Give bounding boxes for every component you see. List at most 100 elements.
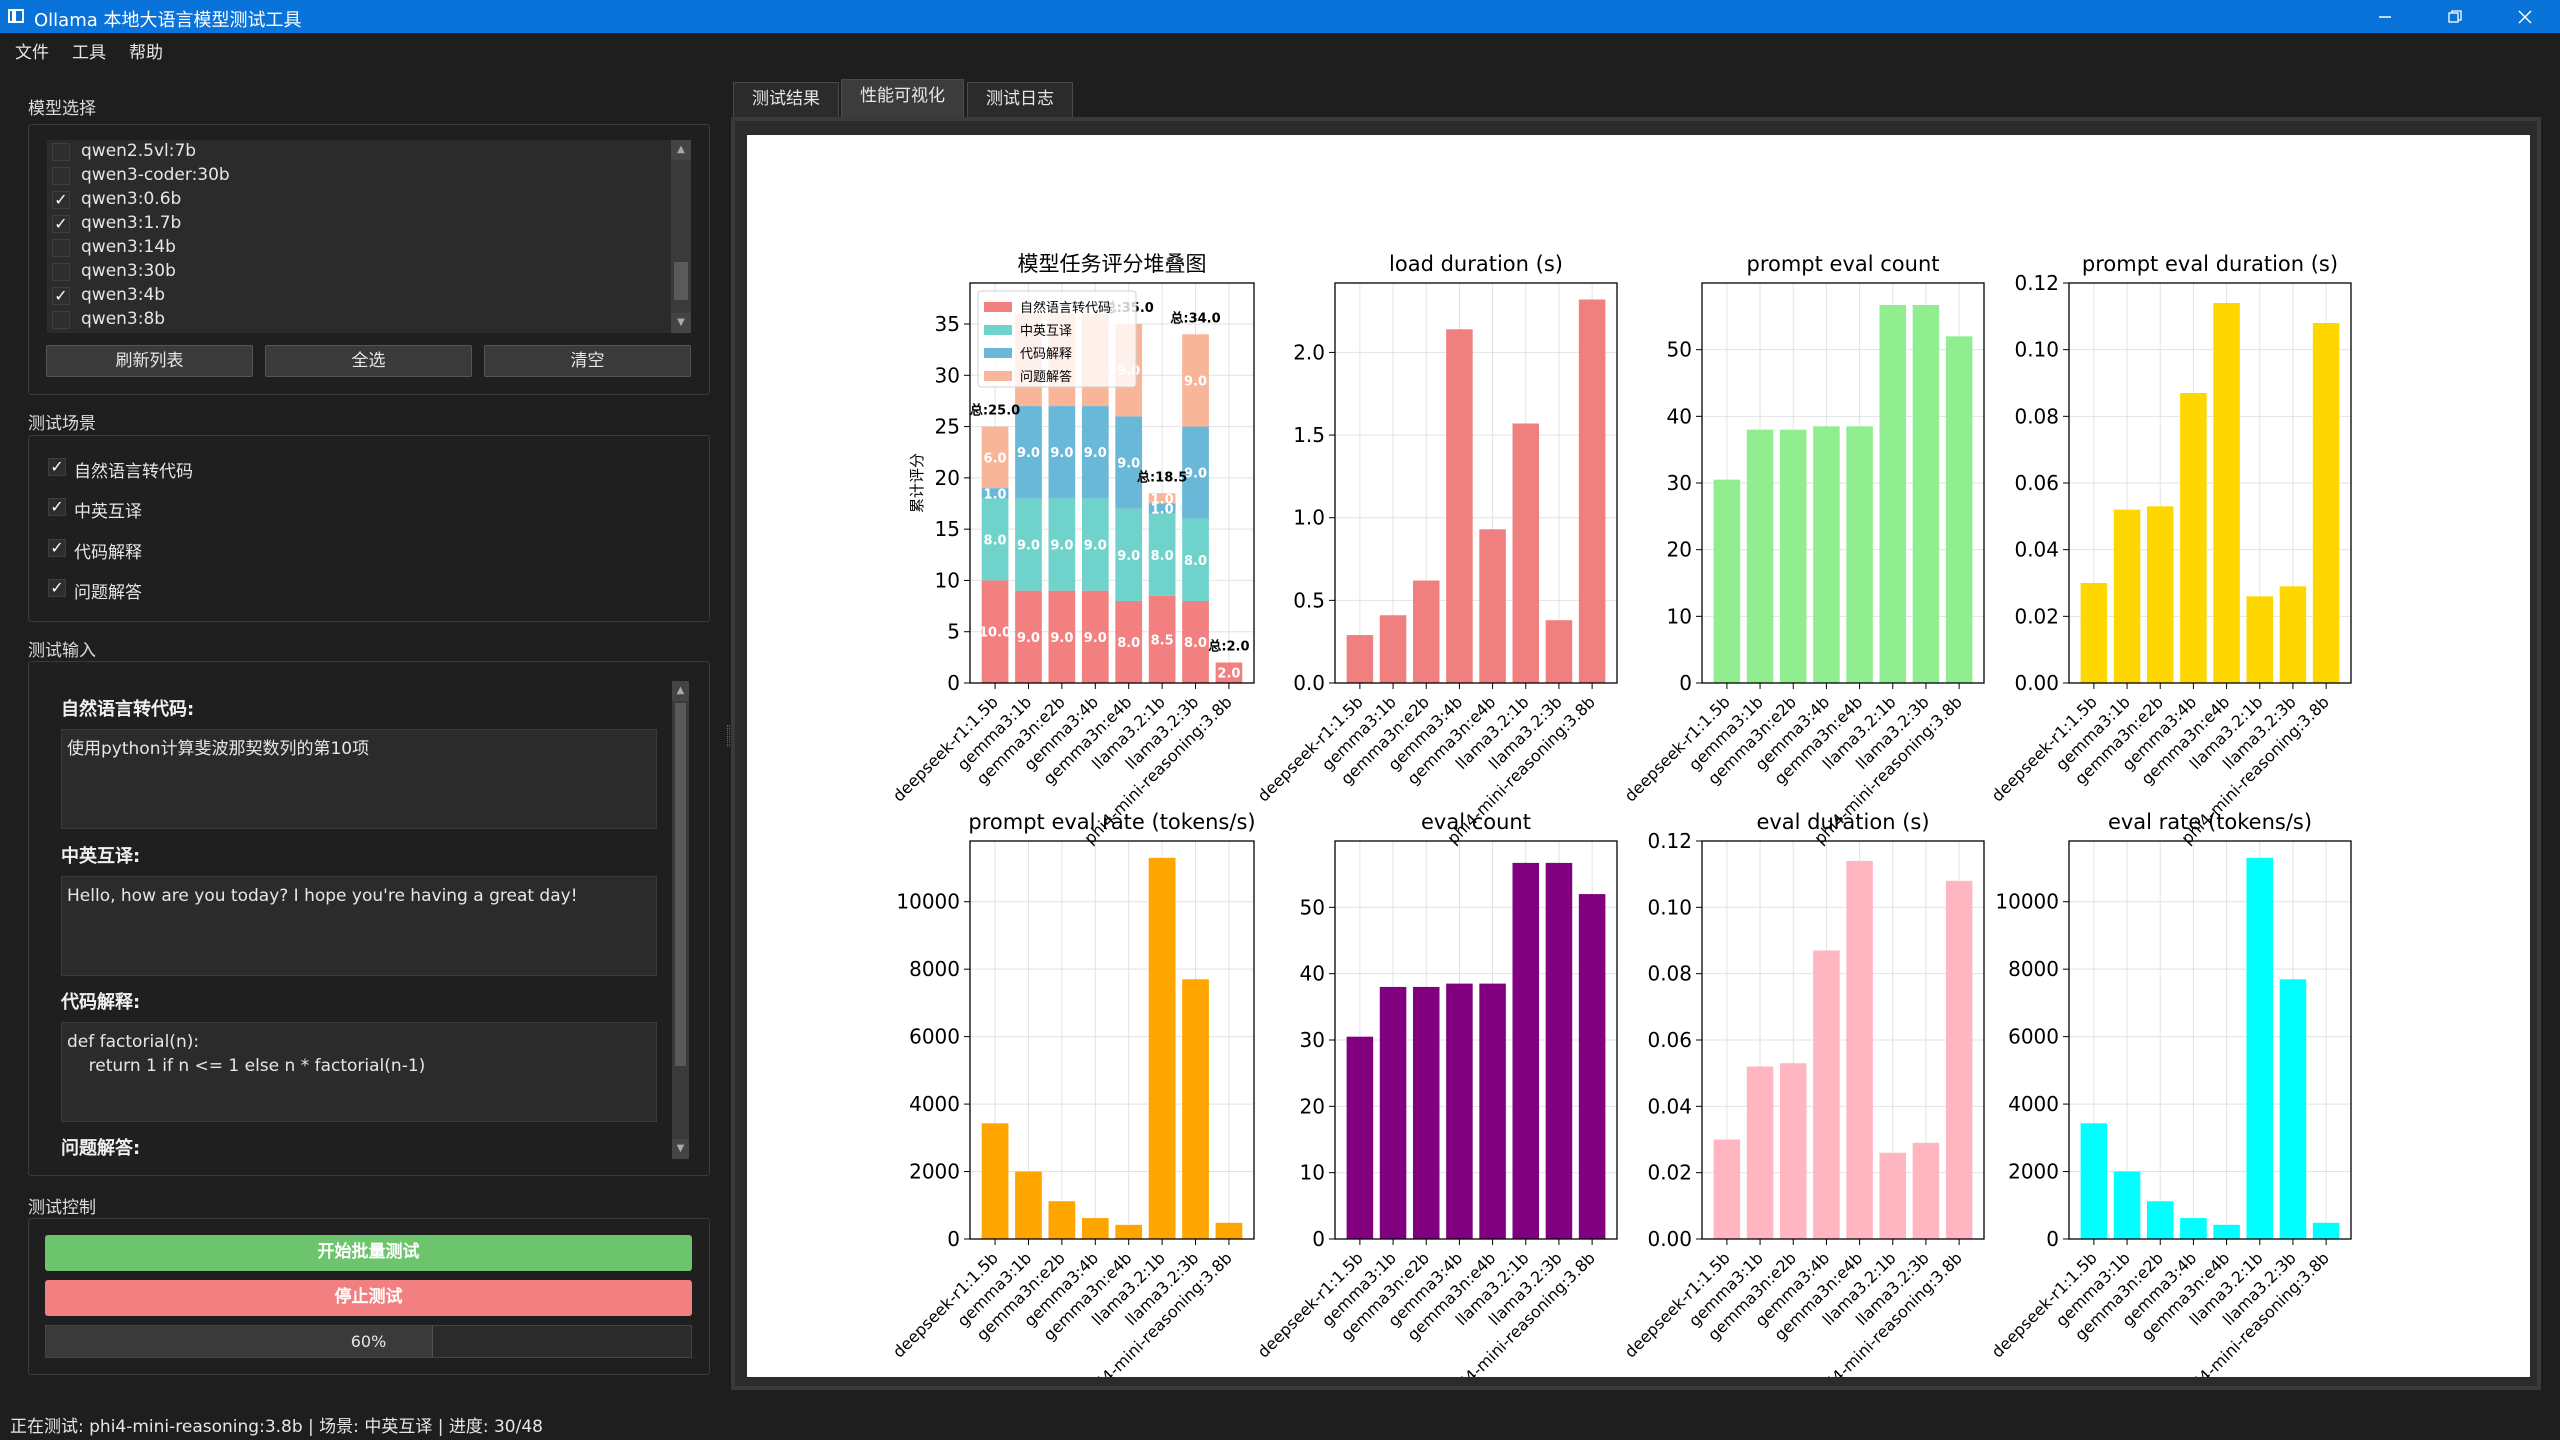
model-checkbox[interactable] [52, 239, 70, 257]
model-checkbox[interactable] [52, 311, 70, 329]
model-checkbox[interactable]: ✓ [52, 215, 70, 233]
bar [1545, 862, 1573, 1239]
menu-help[interactable]: 帮助 [129, 43, 163, 63]
scroll-down-icon[interactable]: ▼ [671, 313, 691, 333]
data-label: 8.0 [1184, 636, 1207, 651]
model-item[interactable]: qwen3:8b [47, 308, 667, 332]
y-tick-label: 1.0 [1293, 506, 1325, 530]
bar [1846, 860, 1873, 1239]
bar-segment [1182, 518, 1209, 601]
stop-test-button[interactable]: 停止测试 [45, 1280, 692, 1316]
y-tick-label: 0.10 [2014, 338, 2059, 362]
clear-button[interactable]: 清空 [484, 345, 691, 377]
scroll-up-icon[interactable]: ▲ [672, 681, 689, 701]
data-label: 8.0 [1151, 549, 1174, 564]
scenario-title: 测试场景 [28, 414, 96, 434]
legend-label: 代码解释 [1020, 347, 1072, 362]
bar-segment [1048, 590, 1076, 683]
test-control-title: 测试控制 [28, 1198, 96, 1218]
model-checkbox[interactable] [52, 167, 70, 185]
model-list[interactable]: qwen2.5vl:7b qwen3-coder:30b ✓ qwen3:0.6b… [47, 140, 691, 333]
scenario-group [28, 435, 710, 622]
scenario-checkbox[interactable]: ✓ [48, 539, 66, 557]
y-tick-label: 40 [1667, 404, 1692, 428]
y-tick-label: 0.04 [1647, 1094, 1692, 1118]
model-item[interactable]: qwen3:30b [47, 260, 667, 284]
restore-button[interactable] [2420, 0, 2490, 33]
model-item[interactable]: qwen3:14b [47, 236, 667, 260]
data-label: 8.0 [1117, 636, 1140, 651]
model-item[interactable]: ✓ qwen3:0.6b [47, 188, 667, 212]
bar [1846, 426, 1873, 683]
nl2code-input[interactable]: 使用python计算斐波那契数列的第10项 [61, 729, 657, 829]
start-batch-test-button[interactable]: 开始批量测试 [45, 1235, 692, 1271]
data-label: 8.5 [1151, 633, 1174, 648]
menu-tools[interactable]: 工具 [72, 43, 106, 63]
translate-input[interactable]: Hello, how are you today? I hope you're … [61, 876, 657, 976]
y-tick-label: 10 [935, 568, 960, 592]
bar [1182, 979, 1209, 1239]
model-item[interactable]: qwen2.5vl:7b [47, 140, 667, 164]
explain-input[interactable]: def factorial(n): return 1 if n <= 1 els… [61, 1022, 657, 1122]
bar [1746, 429, 1774, 683]
chart-title: eval duration (s) [1756, 810, 1929, 834]
title-bar: Ollama 本地大语言模型测试工具 [0, 0, 2560, 33]
legend-swatch [984, 302, 1012, 312]
bar [1446, 329, 1473, 683]
restore-icon [2448, 9, 2462, 23]
data-label: 9.0 [1017, 631, 1040, 646]
bar [2246, 857, 2274, 1239]
test-input-scrollbar[interactable]: ▲ ▼ [672, 681, 689, 1159]
bar [2113, 1171, 2141, 1239]
model-item[interactable]: ✓ qwen3:4b [47, 284, 667, 308]
legend-swatch [984, 371, 1012, 381]
data-label: 8.0 [984, 533, 1007, 548]
scenario-checkbox[interactable]: ✓ [48, 458, 66, 476]
model-item[interactable]: qwen3-coder:30b [47, 164, 667, 188]
scroll-up-icon[interactable]: ▲ [671, 140, 691, 160]
data-label: 2.0 [1217, 667, 1240, 682]
model-checkbox[interactable] [52, 143, 70, 161]
tab-test-log[interactable]: 测试日志 [967, 82, 1073, 117]
progress-text: 60% [350, 1332, 387, 1351]
scenario-checkbox[interactable]: ✓ [48, 498, 66, 516]
y-tick-label: 0.10 [1647, 895, 1692, 919]
bar-segment [1015, 498, 1042, 591]
model-item[interactable]: ✓ qwen3:1.7b [47, 212, 667, 236]
tab-test-results[interactable]: 测试结果 [733, 82, 839, 117]
splitter-handle[interactable] [727, 725, 730, 747]
y-tick-label: 0.00 [2014, 671, 2059, 695]
model-checkbox[interactable]: ✓ [52, 191, 70, 209]
data-label: 9.0 [1117, 456, 1140, 471]
model-checkbox[interactable]: ✓ [52, 287, 70, 305]
tab-performance-visualization[interactable]: 性能可视化 [841, 79, 964, 117]
y-axis-label: 累计评分 [908, 453, 926, 513]
close-button[interactable] [2490, 0, 2560, 33]
minimize-button[interactable] [2350, 0, 2420, 33]
bar-segment [1148, 595, 1176, 683]
model-list-scrollbar[interactable]: ▲ ▼ [671, 140, 691, 333]
model-checkbox[interactable] [52, 263, 70, 281]
refresh-list-button[interactable]: 刷新列表 [46, 345, 253, 377]
menu-file[interactable]: 文件 [15, 43, 49, 63]
bar [1015, 1171, 1042, 1239]
y-tick-label: 0.08 [1647, 962, 1692, 986]
y-tick-label: 0.08 [2014, 404, 2059, 428]
legend-label: 自然语言转代码 [1020, 300, 1111, 316]
scroll-thumb[interactable] [674, 262, 688, 300]
bar-segment [981, 426, 1009, 489]
close-icon [2518, 9, 2532, 24]
select-all-button[interactable]: 全选 [265, 345, 472, 377]
scenario-checkbox[interactable]: ✓ [48, 579, 66, 597]
bar [2279, 979, 2307, 1239]
scroll-thumb[interactable] [675, 703, 686, 1066]
y-tick-label: 30 [1300, 1028, 1325, 1052]
y-tick-label: 5 [947, 620, 960, 644]
total-label: 总:18.5 [1137, 469, 1187, 485]
bar [1578, 299, 1606, 683]
model-name: qwen3:1.7b [81, 213, 182, 233]
y-tick-label: 15 [935, 517, 960, 541]
data-label: 9.0 [1017, 539, 1040, 554]
bar [1215, 1222, 1243, 1239]
scroll-down-icon[interactable]: ▼ [672, 1139, 689, 1159]
